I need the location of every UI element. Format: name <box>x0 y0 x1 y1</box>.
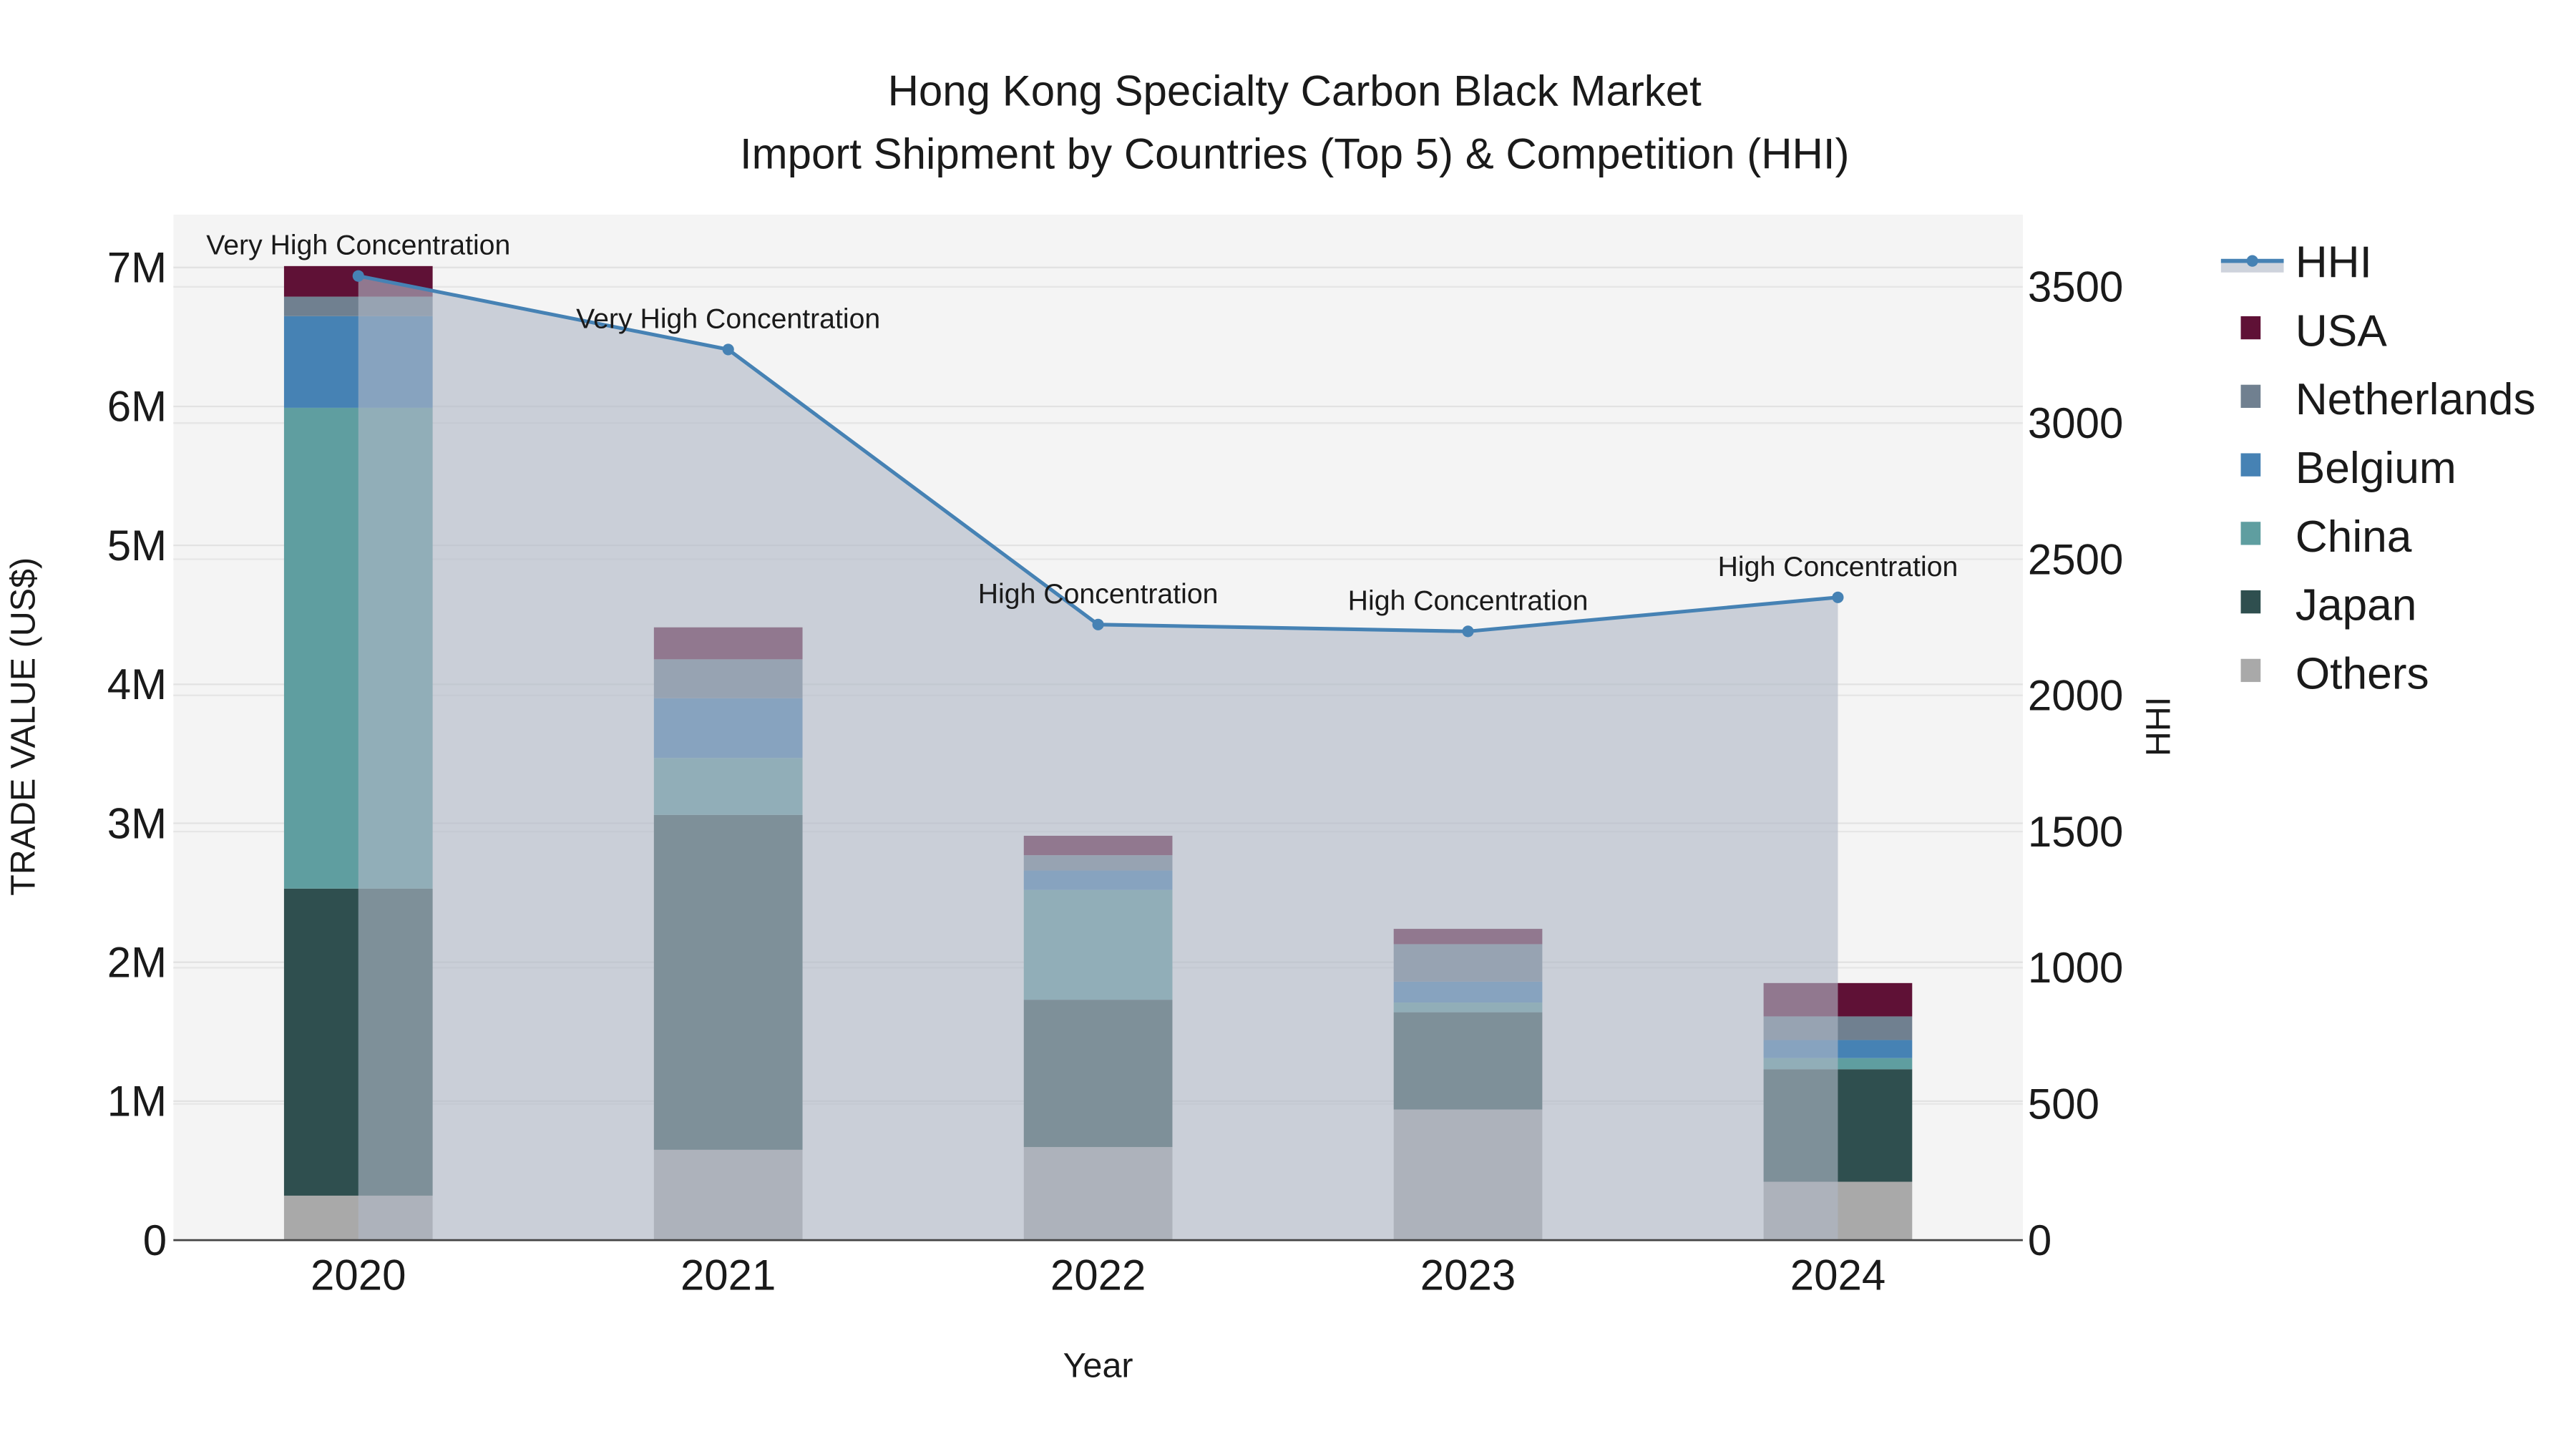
y2-tick-label: 0 <box>2028 1216 2051 1264</box>
hhi-point-2022 <box>1092 618 1104 630</box>
hhi-area-fill <box>358 275 1838 1241</box>
legend-swatch-belgium <box>2240 453 2261 477</box>
hhi-point-2024 <box>1832 591 1844 603</box>
y2-axis-ticks: 0 500 1000 1500 2000 2500 3000 3500 <box>2028 263 2123 1264</box>
legend-label-usa: USA <box>2296 306 2388 356</box>
y-tick-label: 0 <box>143 1216 167 1264</box>
x-tick-label: 2021 <box>680 1251 776 1299</box>
y2-axis-title: HHI <box>2139 697 2177 756</box>
hhi-point-2023 <box>1462 625 1474 638</box>
hhi-annotation: High Concentration <box>978 578 1219 610</box>
hhi-annotation: High Concentration <box>1718 551 1958 582</box>
legend-swatch-china <box>2240 522 2261 545</box>
y-tick-label: 2M <box>107 938 167 986</box>
y-tick-label: 7M <box>107 244 167 292</box>
x-tick-label: 2024 <box>1790 1251 1885 1299</box>
y2-tick-label: 2500 <box>2028 535 2123 583</box>
hhi-area <box>358 275 1838 1241</box>
chart-title-line1: Hong Kong Specialty Carbon Black Market <box>888 67 1702 115</box>
legend: HHI USA Netherlands Belgium China Japan Others <box>2220 238 2536 698</box>
hhi-annotation: Very High Concentration <box>206 230 510 261</box>
legend-swatch-netherlands <box>2240 384 2261 408</box>
legend-label-japan: Japan <box>2296 581 2417 630</box>
y2-tick-label: 2000 <box>2028 672 2123 720</box>
hhi-point-2020 <box>352 270 364 282</box>
y2-tick-label: 500 <box>2028 1080 2099 1128</box>
hhi-annotation: High Concentration <box>1348 585 1589 616</box>
x-axis-ticks: 2020 2021 2022 2023 2024 <box>311 1251 1885 1299</box>
hhi-line <box>352 270 1844 638</box>
y2-tick-label: 3500 <box>2028 263 2123 311</box>
y2-tick-label: 3000 <box>2028 399 2123 447</box>
y-tick-label: 5M <box>107 522 167 570</box>
y-tick-label: 4M <box>107 660 167 708</box>
legend-label-others: Others <box>2296 649 2429 698</box>
chart-title-line2: Import Shipment by Countries (Top 5) & C… <box>740 130 1850 177</box>
hhi-point-2021 <box>722 343 734 356</box>
legend-swatch-others <box>2240 658 2261 683</box>
annotations: Very High Concentration Very High Concent… <box>206 230 1958 617</box>
y-tick-label: 3M <box>107 799 167 847</box>
legend-label-netherlands: Netherlands <box>2296 375 2536 424</box>
legend-swatch-usa <box>2240 316 2261 340</box>
y2-tick-label: 1500 <box>2028 808 2123 856</box>
legend-hhi-marker <box>2246 255 2258 267</box>
y-tick-label: 1M <box>107 1078 167 1126</box>
legend-label-china: China <box>2296 512 2412 562</box>
legend-label-belgium: Belgium <box>2296 444 2457 493</box>
y-tick-label: 6M <box>107 383 167 431</box>
x-tick-label: 2022 <box>1050 1251 1146 1299</box>
x-tick-label: 2023 <box>1420 1251 1516 1299</box>
x-tick-label: 2020 <box>311 1251 406 1299</box>
y-axis-title: TRADE VALUE (US$) <box>4 557 42 896</box>
y2-tick-label: 1000 <box>2028 944 2123 992</box>
x-axis-title: Year <box>1063 1347 1133 1385</box>
hhi-annotation: Very High Concentration <box>576 303 880 334</box>
y-axis-ticks: 0 1M 2M 3M 4M 5M 6M 7M <box>107 244 167 1264</box>
legend-swatch-japan <box>2240 590 2261 614</box>
legend-label-hhi: HHI <box>2296 238 2372 288</box>
